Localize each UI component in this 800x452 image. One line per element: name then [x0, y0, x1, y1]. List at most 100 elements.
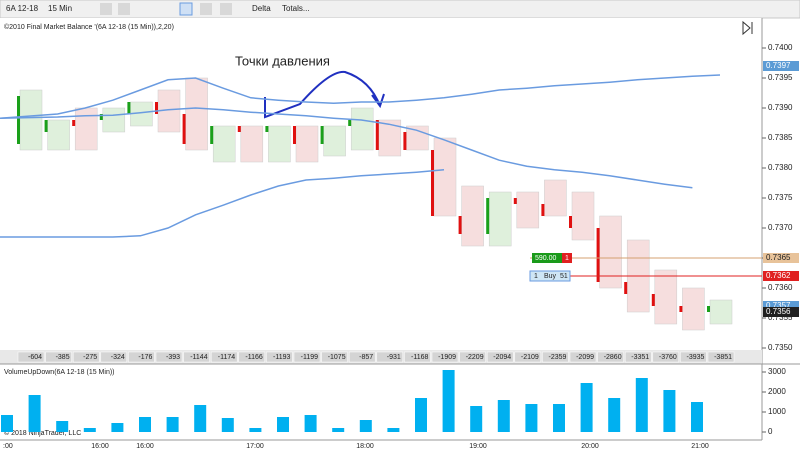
- volume-bar: [56, 421, 69, 432]
- candle-body: [237, 126, 241, 132]
- y-tick-label: 1000: [768, 407, 786, 416]
- volume-title: VolumeUpDown(6A 12-18 (15 Min)): [4, 369, 115, 376]
- volume-bar: [249, 428, 262, 432]
- delta-cell: [459, 351, 486, 363]
- delta-cell: [17, 351, 45, 363]
- order-price: 590.00: [535, 255, 557, 262]
- candle-body: [513, 198, 517, 204]
- delta-value: -3760: [659, 354, 677, 361]
- totals[interactable]: Totals...: [282, 4, 310, 13]
- candle-body: [127, 102, 131, 114]
- delta-cell: [680, 351, 707, 363]
- volume-bar: [691, 402, 703, 432]
- candle-body: [651, 294, 655, 306]
- delta-value: -2094: [493, 354, 511, 361]
- footprint-cell: [295, 125, 319, 163]
- order-qty: 1: [534, 273, 538, 280]
- footprint-cell: [682, 287, 705, 331]
- footprint-cell: [461, 185, 484, 247]
- instrument[interactable]: 6A 12-18: [6, 4, 39, 13]
- delta-cell: [210, 351, 238, 363]
- delta-cell: [431, 351, 459, 363]
- volume-bar: [166, 417, 179, 432]
- price-marker-label: 0.7356: [766, 307, 791, 316]
- x-tick-label: 17:00: [246, 443, 264, 450]
- candle-body: [431, 150, 434, 216]
- x-tick-label: 19:00: [469, 443, 487, 450]
- order-box[interactable]: [562, 253, 572, 263]
- volume-bar: [415, 398, 427, 432]
- delta-value: -393: [166, 354, 180, 361]
- delta-cell: [183, 351, 210, 363]
- candle-body: [265, 126, 269, 132]
- candle-body: [624, 282, 628, 294]
- delta-value: -604: [28, 354, 42, 361]
- footprint-cell: [212, 125, 236, 163]
- annotation-arrow: [264, 70, 385, 119]
- tool-icon[interactable]: [100, 3, 112, 15]
- delta-cell: [100, 351, 128, 363]
- delta-cell: [652, 351, 680, 363]
- x-tick-label: 16:00: [136, 443, 154, 450]
- order-qty: 1: [565, 255, 569, 262]
- tool-icon[interactable]: [179, 2, 193, 16]
- order-box[interactable]: [529, 270, 571, 282]
- footprint-cell: [323, 125, 346, 157]
- tool-icon[interactable]: [118, 3, 130, 15]
- delta-value: -1075: [328, 354, 346, 361]
- mode[interactable]: Delta: [252, 4, 271, 13]
- price-marker-label: 0.7397: [766, 61, 791, 70]
- order-box[interactable]: [532, 253, 562, 263]
- delta-value: -1909: [438, 354, 456, 361]
- footprint-cell: [240, 125, 264, 163]
- y-tick-label: 0.7395: [768, 73, 793, 82]
- volume-bar: [635, 378, 648, 432]
- candle-body: [293, 126, 296, 144]
- footprint-cell: [599, 215, 622, 289]
- volume-bar: [332, 428, 345, 432]
- order-side: Buy: [544, 273, 557, 280]
- price-marker: [763, 307, 799, 317]
- y-tick-label: 0.7350: [768, 343, 793, 352]
- footprint-cell: [516, 191, 540, 229]
- scroll-icon[interactable]: [742, 20, 753, 36]
- delta-cell: [597, 351, 624, 363]
- delta-value: -857: [359, 354, 373, 361]
- tool-icon[interactable]: [220, 3, 232, 15]
- footprint-cell: [654, 269, 678, 325]
- candle-body: [155, 102, 158, 114]
- y-tick-label: 0: [768, 427, 773, 436]
- y-tick-label: 0.7400: [768, 43, 793, 52]
- x-tick-label: 21:00: [691, 443, 709, 450]
- delta-value: -2209: [466, 354, 484, 361]
- tool-icon[interactable]: [200, 3, 212, 15]
- interval[interactable]: 15 Min: [48, 4, 72, 13]
- y-tick-label: 0.7385: [768, 133, 793, 142]
- footprint-cell: [571, 191, 595, 241]
- delta-cell: [293, 351, 321, 363]
- x-tick-label: 18:00: [356, 443, 374, 450]
- y-tick-label: 0.7390: [768, 103, 793, 112]
- volume-bar: [359, 420, 372, 432]
- candle-body: [458, 216, 462, 234]
- candle-body: [403, 132, 407, 150]
- candle-body: [210, 126, 214, 144]
- delta-cell: [569, 351, 597, 363]
- y-tick-label: 3000: [768, 367, 786, 376]
- volume-bar: [1, 415, 13, 432]
- candle-body: [569, 216, 572, 228]
- price-marker: [763, 61, 799, 71]
- y-tick-label: 0.7370: [768, 223, 793, 232]
- volume-bar: [83, 428, 96, 432]
- footprint-cell: [488, 191, 512, 247]
- chart-title: ©2010 Final Market Balance '(6A 12-18 (1…: [4, 23, 174, 31]
- delta-cell: [486, 351, 514, 363]
- y-tick-label: 0.7375: [768, 193, 793, 202]
- volume-bar: [277, 417, 289, 432]
- volume-bar: [525, 404, 538, 432]
- volume-bar: [663, 390, 676, 432]
- delta-cell: [376, 351, 404, 363]
- candle-body: [375, 120, 379, 150]
- delta-value: -2099: [576, 354, 594, 361]
- delta-value: -1174: [218, 354, 235, 361]
